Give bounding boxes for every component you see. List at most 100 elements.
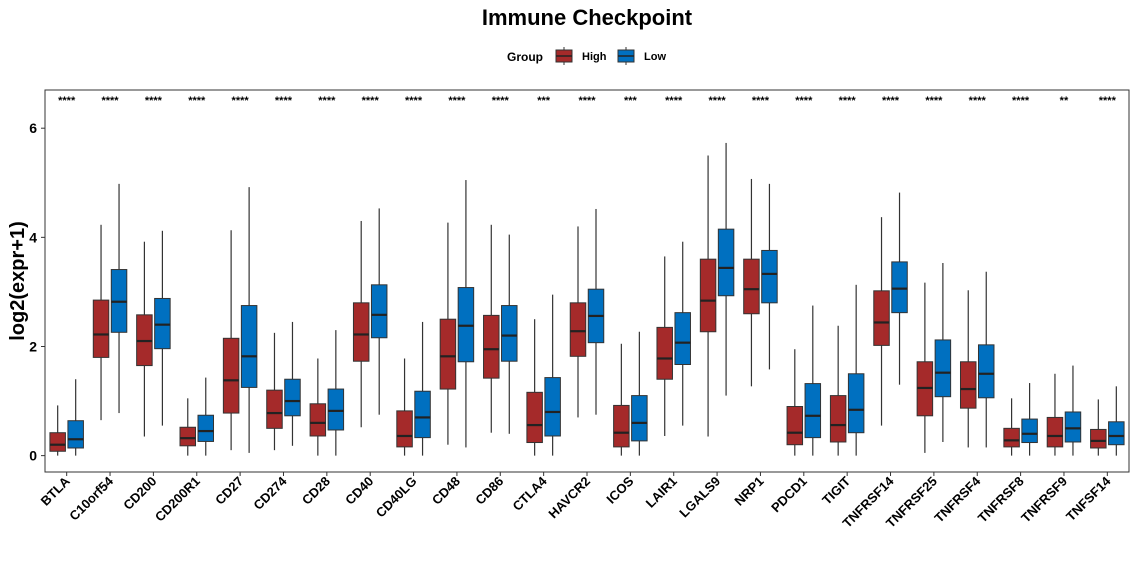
box-ctla4-low: [544, 294, 561, 456]
box-body: [1003, 427, 1020, 448]
box-body: [656, 326, 673, 380]
box-body: [804, 383, 822, 439]
box-cd28-high: [309, 358, 327, 456]
box-body: [569, 302, 587, 357]
x-tick-label: CD40: [342, 474, 376, 508]
legend-title: Group: [507, 50, 543, 64]
box-body: [829, 395, 847, 443]
x-tick-label: PDCD1: [768, 474, 810, 516]
box-tnfrsf14-low: [891, 192, 908, 385]
box-havcr2-high: [569, 226, 587, 418]
box-tnfrsf25-low: [934, 262, 952, 442]
box-tnfsf14-low: [1108, 386, 1125, 456]
box-body: [1090, 428, 1107, 449]
legend-label-high: High: [582, 51, 607, 63]
box-body: [309, 403, 327, 437]
box-ctla4-high: [526, 319, 543, 456]
box-cd40-low: [370, 208, 388, 415]
box-tigit-high: [829, 325, 847, 456]
box-cd40-high: [352, 220, 370, 428]
x-tick-label: CD28: [299, 474, 333, 508]
box-body: [786, 406, 804, 446]
box-body: [761, 249, 778, 304]
box-tnfrsf8-high: [1003, 398, 1020, 456]
box-cd27-high: [222, 230, 240, 451]
box-cd200r1-low: [197, 377, 215, 456]
y-tick-label: 4: [29, 229, 37, 245]
box-body: [49, 432, 66, 452]
y-tick-label: 6: [29, 120, 37, 136]
box-btla-high: [49, 405, 66, 456]
box-tnfrsf9-low: [1064, 365, 1082, 456]
box-body: [352, 302, 370, 362]
significance-label: ****: [318, 95, 336, 107]
box-pdcd1-low: [804, 305, 822, 456]
x-tick-label: NRP1: [731, 474, 766, 509]
box-body: [197, 414, 215, 442]
box-cd86-high: [483, 224, 500, 433]
box-pdcd1-high: [786, 349, 804, 456]
significance-label: ****: [882, 95, 900, 107]
box-body: [1064, 411, 1082, 443]
box-cd274-low: [284, 321, 301, 446]
box-tnfrsf9-high: [1046, 373, 1064, 456]
box-nrp1-low: [761, 183, 778, 370]
significance-label: ****: [448, 95, 466, 107]
significance-label: ****: [752, 95, 770, 107]
box-icos-low: [631, 331, 648, 456]
significance-label: ****: [969, 95, 987, 107]
box-body: [501, 305, 518, 362]
box-body: [240, 305, 258, 388]
box-body: [699, 258, 717, 333]
x-tick-label: CD200R1: [152, 474, 203, 525]
box-cd40lg-low: [414, 321, 431, 456]
box-tnfrsf25-high: [916, 282, 934, 453]
y-axis: 0 2 4 6: [29, 120, 45, 464]
significance-label: ****: [188, 95, 206, 107]
significance-label: ****: [925, 95, 943, 107]
x-tick-label: CD200: [120, 474, 159, 513]
box-havcr2-low: [587, 208, 605, 415]
box-body: [873, 290, 890, 346]
box-body: [1108, 421, 1125, 446]
x-tick-label: TIGIT: [819, 473, 853, 507]
box-cd48-high: [439, 222, 457, 445]
box-c10orf54-low: [110, 183, 128, 414]
box-cd200r1-high: [179, 398, 197, 456]
box-body: [92, 299, 110, 358]
box-body: [544, 377, 561, 437]
significance-label: ****: [578, 95, 596, 107]
box-lair1-high: [656, 256, 673, 436]
box-body: [222, 337, 240, 414]
box-btla-low: [67, 379, 84, 456]
box-lgals9-low: [717, 142, 735, 396]
box-body: [631, 395, 648, 442]
box-body: [439, 318, 457, 390]
significance-label: ****: [58, 95, 76, 107]
box-c10orf54-high: [92, 224, 110, 421]
box-cd28-low: [327, 330, 345, 456]
x-tick-label: TNFRSF4: [931, 473, 984, 526]
box-body: [179, 426, 197, 447]
box-nrp1-high: [743, 178, 760, 387]
box-body: [891, 261, 908, 314]
box-tnfsf14-high: [1090, 399, 1107, 456]
chart-title: Immune Checkpoint: [482, 5, 693, 30]
box-cd274-high: [266, 332, 283, 451]
x-tick-label: HAVCR2: [545, 474, 593, 522]
x-tick-label: CTLA4: [510, 473, 551, 514]
significance-labels: **** **** **** **** **** **** **** **** **** ****…: [58, 95, 1116, 107]
box-tigit-low: [847, 284, 865, 456]
box-body: [717, 228, 735, 297]
significance-label: ****: [275, 95, 293, 107]
y-axis-label: log2(expr+1): [7, 221, 29, 340]
box-body: [370, 284, 388, 339]
significance-label: ****: [362, 95, 380, 107]
x-tick-label: CD48: [429, 474, 463, 508]
box-body: [483, 314, 500, 379]
box-tnfrsf8-low: [1021, 383, 1038, 456]
box-icos-high: [613, 343, 630, 456]
box-cd86-low: [501, 234, 518, 434]
significance-label: ***: [537, 95, 551, 107]
